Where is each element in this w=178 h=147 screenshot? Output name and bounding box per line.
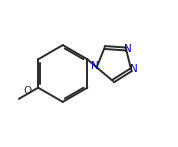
Text: N: N (124, 44, 132, 54)
Text: N: N (91, 61, 99, 71)
Text: N: N (130, 64, 137, 74)
Text: O: O (24, 86, 32, 96)
